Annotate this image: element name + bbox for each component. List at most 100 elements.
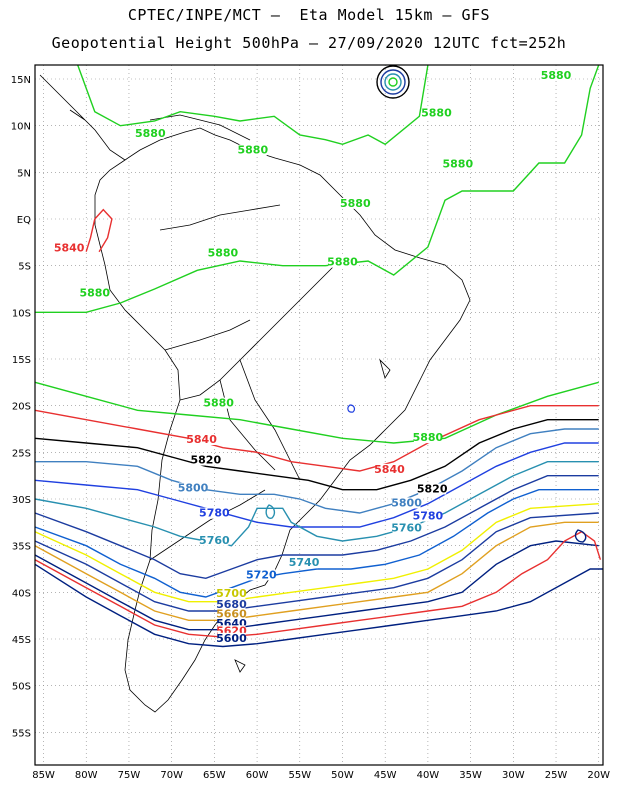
contour-label: 5880 [413,431,444,444]
contour-label-bg [413,510,442,522]
lat-tick-label: 50S [12,682,31,693]
contour-label-bg [55,242,84,254]
lon-tick-label: 45W [374,770,397,781]
contour-label: 5820 [417,482,448,495]
lat-tick-label: 35S [12,542,31,553]
contour-label-bg [179,482,208,494]
contour-labels: 5880 5880 5880 5880 5880 5880 5880 5880 5880 5880… [54,69,572,645]
contour-label: 5700 [216,587,247,600]
lon-tick-label: 20W [587,770,610,781]
contour-label: 5660 [216,608,247,621]
lat-tick-label: 15N [11,75,31,86]
lon-tick-label: 25W [545,770,568,781]
contour-label: 5780 [413,510,444,523]
lat-tick-label: 40S [12,588,31,599]
title-line-1: CPTEC/INPE/MCT – Eta Model 15km – GFS [127,6,491,24]
contour-label: 5880 [442,158,473,171]
contour-5620 [34,530,602,638]
contour-label: 5760 [199,534,230,547]
contour-5880 [34,381,599,444]
contour-label-bg [200,507,229,519]
contour-label: 5800 [391,496,422,509]
contour-label-bg [217,599,246,611]
contour-label: 5740 [289,556,320,569]
contour-label: 5880 [421,106,452,119]
lon-tick-label: 60W [246,770,269,781]
map-frame [34,64,604,766]
contour-label: 5680 [216,598,247,611]
lon-tick-label: 85W [32,770,55,781]
contour-label-bg [290,557,319,569]
contour-label: 5820 [191,454,222,467]
contour-5720 [34,489,599,598]
lat-tick-label: 15S [12,355,31,366]
contour-5760 [34,461,599,547]
height-contours [34,64,603,648]
contour-label-bg [328,256,357,268]
contour-label-bg [392,522,421,534]
contour-5640 [34,540,599,631]
contour-label: 5880 [135,127,166,140]
contour-label-bg [217,617,246,629]
contour-label-bg [217,608,246,620]
contour-label-bg [443,158,472,170]
high-center-marker [376,65,410,99]
contour-5880 [77,64,429,146]
contour-label-bg [341,197,370,209]
lat-tick-label: EQ [17,215,31,226]
contour-label-bg [217,588,246,599]
contour-label: 5800 [178,482,209,495]
lat-tick-label: 20S [12,402,31,413]
axis-tick-labels: 15N 10N 5N EQ 5S 10S 15S 20S 25S 30S 35S 40S 45S 50S 5… [11,75,610,781]
contour-5800 [35,428,599,514]
contour-label-bg [208,247,237,259]
contour-label-bg [136,127,165,139]
contour-label: 5720 [246,568,277,581]
islands [234,358,391,673]
lat-tick-label: 10N [11,122,31,133]
lon-tick-label: 75W [118,770,141,781]
contour-label-bg [238,144,267,156]
contour-label-bg [191,454,220,466]
contour-5660 [34,521,599,621]
lon-tick-label: 40W [417,770,440,781]
south-america-coastline [94,127,471,713]
contour-5820 [34,419,599,491]
contour-5600 [34,563,603,648]
contour-label-bg [422,107,451,119]
contour-5740 [34,475,599,580]
lon-tick-label: 80W [75,770,98,781]
lon-tick-label: 55W [288,770,311,781]
contour-5780 [34,442,599,528]
lat-tick-label: 5N [17,168,31,179]
lon-tick-label: 50W [331,770,354,781]
contour-label: 5840 [54,242,85,255]
contour-label: 5880 [203,397,234,410]
contour-label: 5760 [391,522,422,535]
contour-label-bg [418,483,447,495]
lat-tick-label: 55S [12,728,31,739]
country-borders [149,204,341,561]
contour-label: 5880 [340,197,371,210]
contour-label: 5840 [186,433,217,446]
closed-contour-markers [265,404,587,543]
lat-tick-label: 25S [12,448,31,459]
contour-5840 [85,208,113,253]
contour-label-bg [392,497,421,509]
contour-label-bg [204,397,233,409]
contour-label-bg [375,463,404,475]
coastlines-and-borders [39,74,471,713]
lon-tick-label: 65W [203,770,226,781]
contour-label-bg [247,569,276,581]
contour-5880 [35,64,600,313]
title-line-2: Geopotential Height 500hPa – 27/09/2020 … [51,34,567,52]
contour-label-bg [187,434,216,445]
lat-tick-label: 30S [12,495,31,506]
contour-label-bg [217,632,246,644]
contour-5700 [34,503,599,603]
contour-label-bg [80,287,109,299]
contour-label-bg [542,70,571,81]
lon-tick-label: 30W [502,770,525,781]
lat-tick-label: 45S [12,635,31,646]
